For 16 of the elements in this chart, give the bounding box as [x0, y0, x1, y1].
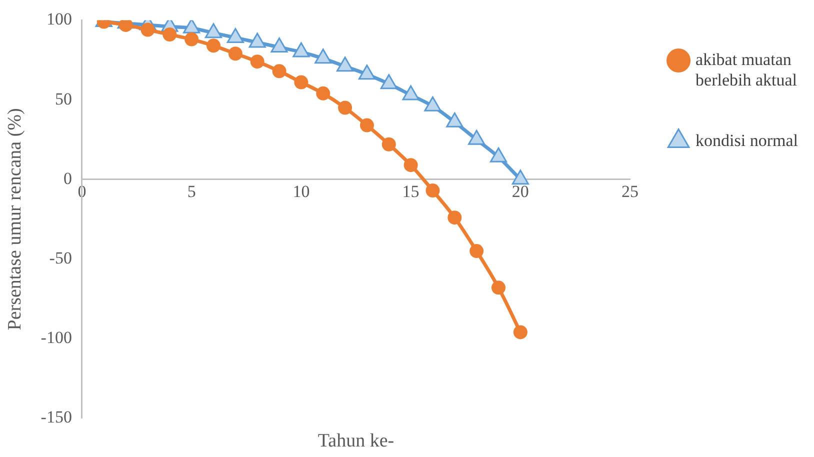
y-tick-label: -150 — [40, 408, 72, 427]
x-tick-label: 5 — [187, 182, 196, 202]
y-tick-label: -50 — [49, 248, 72, 268]
y-tick-label: 100 — [46, 10, 72, 29]
x-tick-label: 20 — [512, 182, 529, 202]
x-axis-title: Tahun ke- — [318, 430, 394, 452]
legend-label: kondisi normal — [696, 130, 798, 150]
legend-label: akibat muatan berlebih aktual — [696, 50, 798, 90]
y-axis-title: Persentase umur rencana (%) — [4, 108, 26, 330]
x-tick-label: 10 — [292, 182, 310, 202]
x-tick-label: 25 — [622, 182, 639, 202]
y-tick-label: -100 — [40, 328, 72, 348]
x-tick-label: 0 — [78, 182, 86, 202]
y-tick-label: 50 — [54, 89, 72, 108]
x-tick-label: 15 — [402, 182, 420, 202]
y-tick-label: 0 — [63, 168, 72, 188]
